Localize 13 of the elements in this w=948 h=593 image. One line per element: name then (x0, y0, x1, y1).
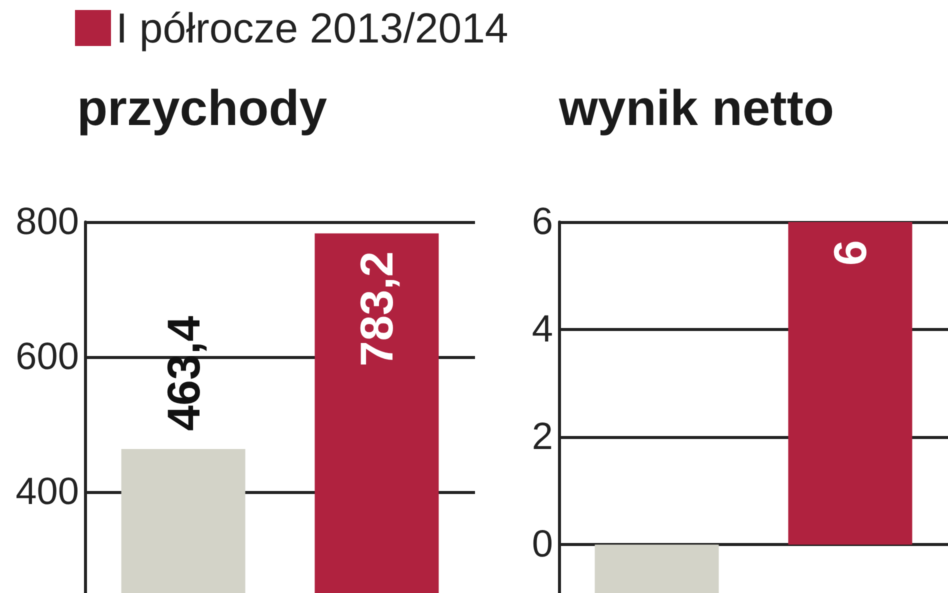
chart-title: wynik netto (558, 80, 834, 136)
chart-title: przychody (77, 80, 328, 136)
y-tick-label: 600 (16, 336, 79, 378)
y-tick-label: 400 (16, 470, 79, 513)
y-tick-label: 0 (532, 524, 553, 566)
legend-label: I półrocze 2013/2014 (116, 4, 508, 52)
data-label: 463,4 (157, 316, 210, 432)
data-label: 783,2 (350, 251, 403, 366)
y-tick-label: 4 (532, 308, 553, 351)
data-label: 6 (824, 240, 876, 266)
y-tick-label: 800 (16, 201, 79, 243)
y-tick-label: 2 (532, 416, 553, 458)
y-tick-label: 6 (532, 201, 553, 243)
